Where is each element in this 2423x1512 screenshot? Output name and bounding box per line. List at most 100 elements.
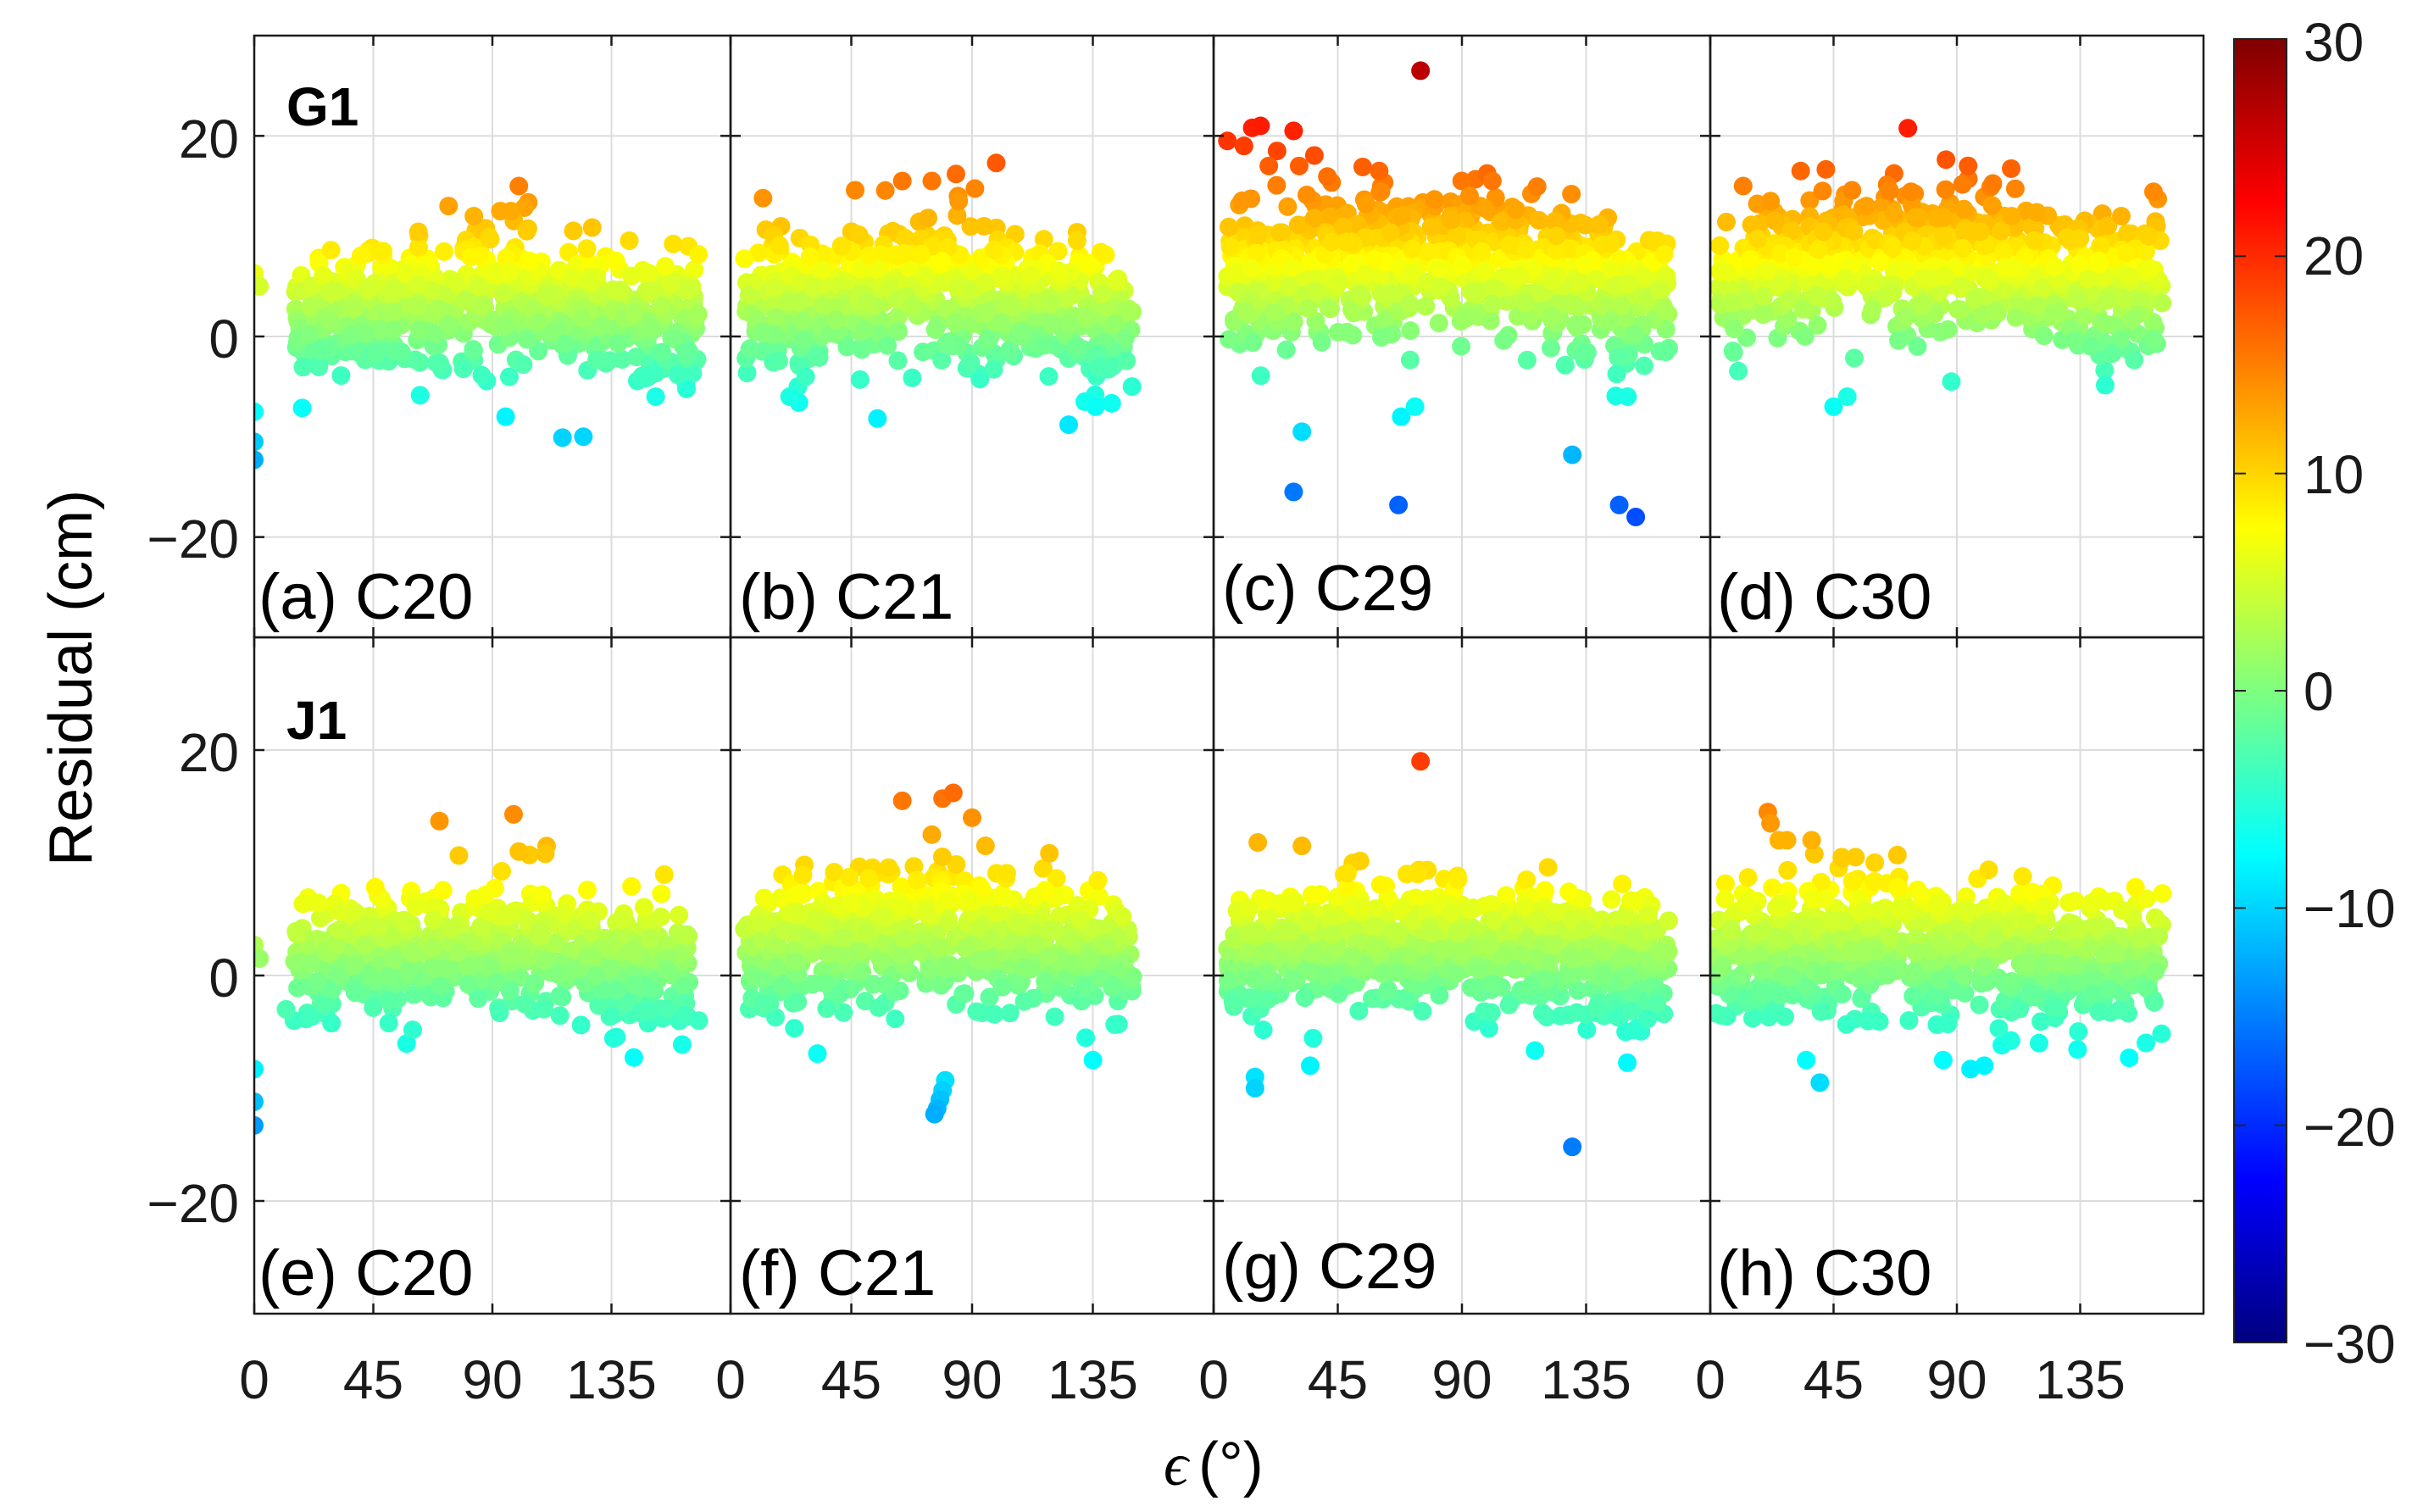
scatter-point-outlier [254, 1059, 264, 1079]
scatter-point [842, 893, 862, 913]
scatter-point [1936, 180, 1955, 199]
scatter-point [1859, 274, 1879, 293]
scatter-point [1475, 261, 1494, 281]
scatter-point [1371, 182, 1391, 202]
scatter-point [1809, 286, 1828, 306]
scatter-point [1768, 275, 1787, 294]
scatter-point [1602, 890, 1621, 909]
scatter-point [1737, 291, 1756, 310]
scatter-point [765, 278, 785, 297]
scatter-point-outlier [1059, 415, 1078, 435]
scatter-point [553, 987, 572, 1007]
scatter-point [1033, 859, 1053, 878]
scatter-point [1525, 1041, 1545, 1060]
scatter-point [2081, 336, 2100, 356]
scatter-point [668, 365, 687, 385]
scatter-point [1729, 361, 1748, 381]
scatter-point-outlier [963, 808, 981, 827]
scatter-point [1236, 301, 1255, 320]
scatter-point [849, 225, 869, 245]
scatter-point [869, 998, 888, 1017]
scatter-point [472, 365, 492, 385]
scatter-point [409, 237, 429, 257]
scatter-point [1603, 261, 1622, 281]
scatter-point [1898, 119, 1918, 138]
scatter-point-outlier [796, 367, 815, 386]
scatter-point [825, 863, 844, 882]
scatter-point [868, 409, 887, 428]
scatter-point [308, 893, 328, 913]
scatter-point [439, 315, 458, 335]
scatter-point [654, 864, 674, 884]
scatter-point [481, 230, 500, 249]
scatter-point [1842, 181, 1862, 200]
scatter-point [1416, 297, 1436, 316]
scatter-point-outlier [509, 176, 529, 196]
scatter-point [431, 976, 450, 996]
scatter-point [833, 945, 853, 964]
scatter-point [461, 247, 481, 267]
scatter-point [2090, 253, 2109, 273]
scatter-point [2045, 257, 2065, 276]
scatter-point [624, 303, 643, 323]
scatter-point [1220, 330, 1239, 349]
scatter-point [1479, 1019, 1498, 1038]
scatter-point [948, 277, 967, 297]
scatter-point [355, 936, 375, 955]
scatter-point [2110, 331, 2130, 350]
scatter-point [406, 897, 425, 916]
scatter-point [773, 976, 792, 996]
scatter-point [1413, 1002, 1432, 1021]
scatter-point [955, 938, 975, 958]
scatter-point [827, 896, 847, 915]
scatter-point [531, 922, 550, 942]
scatter-point [435, 242, 454, 261]
scatter-point [603, 959, 622, 978]
scatter-point [383, 303, 403, 322]
scatter-point [981, 928, 1001, 948]
scatter-point [554, 903, 574, 923]
scatter-point [1049, 261, 1069, 281]
scatter-point [514, 355, 533, 375]
scatter-point [1102, 393, 1121, 413]
scatter-point [2027, 203, 2047, 222]
scatter-point [775, 921, 794, 941]
scatter-point [1562, 184, 1581, 203]
scatter-point [1392, 205, 1412, 225]
scatter-point [310, 909, 330, 928]
scatter-point [917, 903, 936, 923]
scatter-point [1753, 287, 1773, 307]
scatter-point [853, 962, 872, 981]
scatter-point [1816, 159, 1836, 179]
scatter-point [657, 999, 676, 1019]
scatter-point [1883, 282, 1903, 302]
scatter-point [869, 259, 888, 279]
scatter-point [382, 281, 402, 300]
scatter-point [321, 241, 341, 260]
scatter-point [846, 181, 865, 200]
scatter-point-outlier [1563, 445, 1582, 464]
scatter-point [345, 298, 364, 318]
scatter-point [532, 885, 552, 904]
scatter-point-outlier [1267, 142, 1287, 161]
scatter-point [980, 987, 999, 1007]
scatter-point [875, 908, 895, 927]
scatter-point [367, 343, 386, 363]
scatter-point [837, 337, 857, 357]
scatter-point [754, 888, 774, 908]
scatter-point [1538, 858, 1558, 877]
scatter-point [1951, 300, 1970, 320]
scatter-point [2002, 258, 2021, 278]
scatter-point-outlier [1292, 422, 1312, 442]
scatter-point [1447, 225, 1466, 245]
scatter-point [685, 260, 704, 280]
scatter-point [992, 977, 1012, 997]
scatter-point [331, 902, 350, 921]
scatter-point [299, 325, 319, 345]
scatter-point [1337, 878, 1357, 898]
scatter-point [953, 984, 973, 1003]
scatter-point [430, 353, 449, 373]
scatter-point [1568, 981, 1587, 1000]
scatter-point [1421, 217, 1441, 236]
scatter-point [646, 386, 665, 406]
